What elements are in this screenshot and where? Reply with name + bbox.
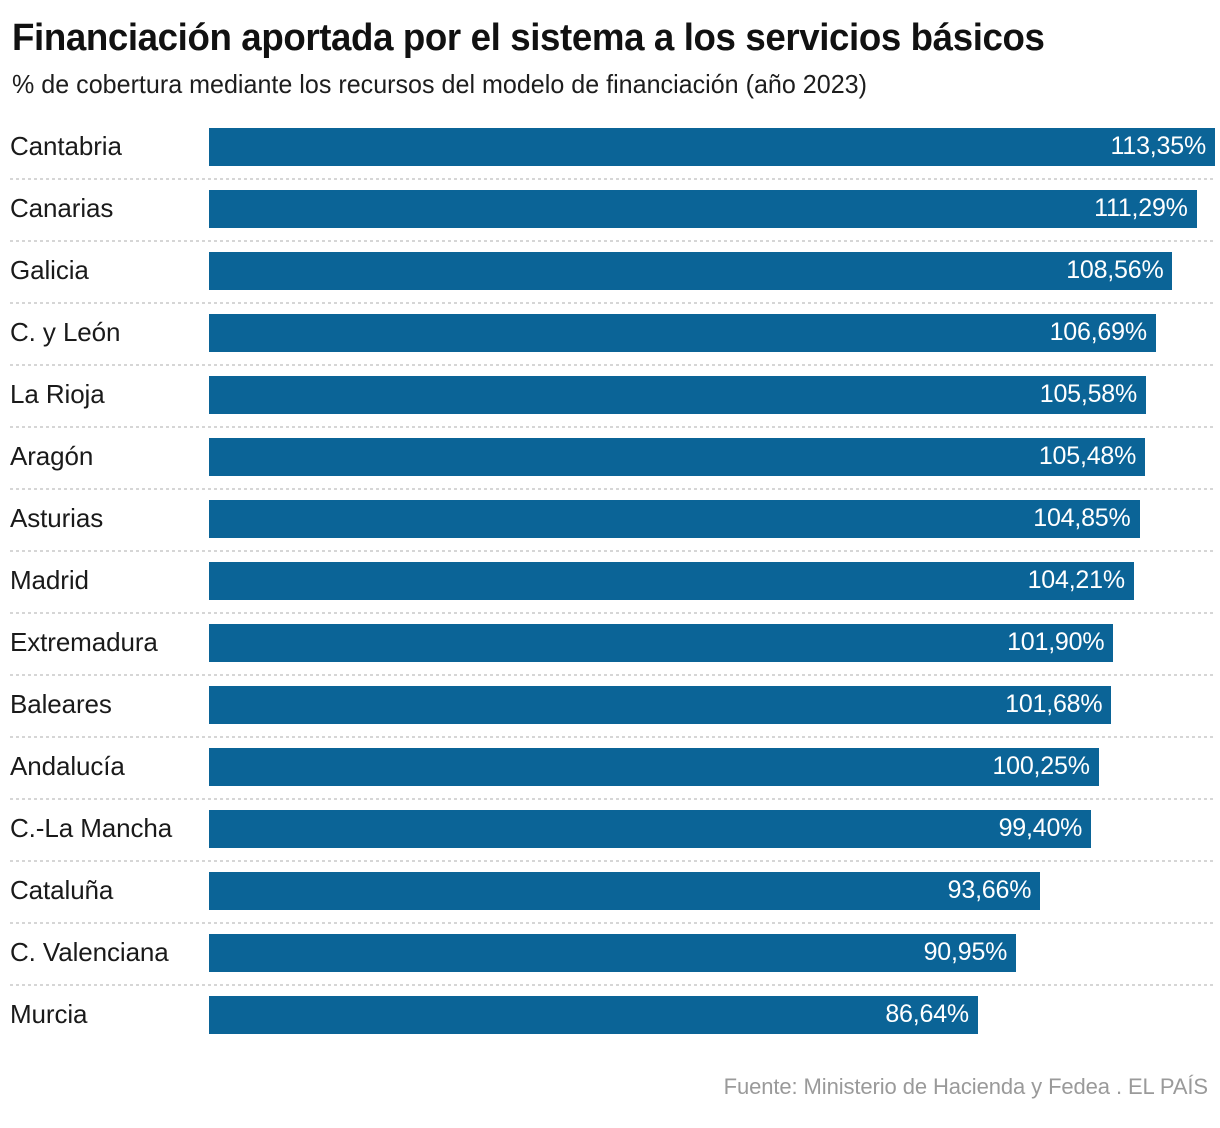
- bar-row-label: Cataluña: [10, 875, 114, 906]
- bar-row: Baleares 101,68%: [0, 673, 1220, 736]
- bar-value-label: 100,25%: [992, 752, 1090, 781]
- bar[interactable]: 101,68%: [209, 685, 1112, 724]
- row-separator: [10, 301, 1215, 304]
- bar-row: Murcia 86,64%: [0, 983, 1220, 1046]
- bar-row: Andalucía 100,25%: [0, 735, 1220, 798]
- row-separator: [10, 921, 1215, 924]
- row-separator: [10, 549, 1215, 552]
- bar-row: Canarias 111,29%: [0, 177, 1220, 240]
- bar-track: 100,25%: [209, 747, 1220, 786]
- bar-value-label: 104,85%: [1033, 504, 1131, 533]
- bar[interactable]: 100,25%: [209, 747, 1099, 786]
- bar-row-label: Baleares: [10, 689, 112, 720]
- row-separator: [10, 487, 1215, 490]
- bar-track: 90,95%: [209, 933, 1220, 972]
- bar-chart-plot: Cantabria 113,35% Canarias 111,29% Galicia 10…: [0, 116, 1220, 1046]
- bar-track: 104,85%: [209, 499, 1220, 538]
- bar-track: 111,29%: [209, 189, 1220, 228]
- bar-track: 86,64%: [209, 995, 1220, 1034]
- bar-row-label: Asturias: [10, 503, 104, 534]
- bar-row: Cantabria 113,35%: [0, 116, 1220, 178]
- row-separator: [10, 611, 1215, 614]
- bar[interactable]: 111,29%: [209, 189, 1197, 228]
- bar[interactable]: 105,48%: [209, 437, 1146, 476]
- bar-row: Galicia 108,56%: [0, 239, 1220, 302]
- bar[interactable]: 104,85%: [209, 499, 1140, 538]
- bar[interactable]: 90,95%: [209, 933, 1017, 972]
- bar-row: Madrid 104,21%: [0, 549, 1220, 612]
- chart-subtitle: % de cobertura mediante los recursos del…: [12, 69, 867, 100]
- bar-row-label: Galicia: [10, 255, 89, 286]
- bar-value-label: 86,64%: [885, 1000, 969, 1029]
- bar-value-label: 104,21%: [1027, 566, 1125, 595]
- bar-row: C.-La Mancha 99,40%: [0, 797, 1220, 860]
- bar-track: 93,66%: [209, 871, 1220, 910]
- bar-value-label: 105,48%: [1038, 442, 1137, 471]
- row-separator: [10, 425, 1215, 428]
- bar-track: 106,69%: [209, 313, 1220, 352]
- bar[interactable]: 86,64%: [209, 995, 978, 1034]
- bar-row: C. Valenciana 90,95%: [0, 921, 1220, 984]
- bar-row-label: Murcia: [10, 999, 88, 1030]
- bar-row-label: C. y León: [10, 317, 121, 348]
- bar-row-label: La Rioja: [10, 379, 105, 410]
- bar-value-label: 113,35%: [1110, 132, 1207, 161]
- row-separator: [10, 797, 1215, 800]
- row-separator: [10, 239, 1215, 242]
- row-separator: [10, 859, 1215, 862]
- bar-track: 101,68%: [209, 685, 1220, 724]
- bar-value-label: 99,40%: [998, 814, 1083, 843]
- bar[interactable]: 99,40%: [209, 809, 1092, 848]
- bar-value-label: 108,56%: [1066, 256, 1164, 285]
- bar-row: Cataluña 93,66%: [0, 859, 1220, 922]
- bar-track: 105,58%: [209, 375, 1220, 414]
- bar-row-label: Andalucía: [10, 751, 125, 782]
- bar[interactable]: 105,58%: [209, 375, 1147, 414]
- bar-value-label: 101,90%: [1007, 628, 1105, 657]
- row-separator: [10, 177, 1215, 180]
- bar-track: 104,21%: [209, 561, 1220, 600]
- bar[interactable]: 106,69%: [209, 313, 1156, 352]
- row-separator: [10, 363, 1215, 366]
- bar-track: 113,35%: [209, 127, 1220, 166]
- row-separator: [10, 735, 1215, 738]
- bar-row: Aragón 105,48%: [0, 425, 1220, 488]
- bar-row-label: Canarias: [10, 193, 114, 224]
- bar-value-label: 106,69%: [1049, 318, 1147, 347]
- bar[interactable]: 108,56%: [209, 251, 1173, 290]
- bar[interactable]: 101,90%: [209, 623, 1114, 662]
- bar-row: Extremadura 101,90%: [0, 611, 1220, 674]
- row-separator: [10, 673, 1215, 676]
- chart-source-note: Fuente: Ministerio de Hacienda y Fedea .…: [723, 1074, 1208, 1099]
- bar-row-label: Extremadura: [10, 627, 158, 658]
- bar-value-label: 111,29%: [1094, 194, 1188, 223]
- bar-row-label: Aragón: [10, 441, 94, 472]
- bar-value-label: 105,58%: [1039, 380, 1138, 409]
- bar-value-label: 90,95%: [923, 938, 1008, 967]
- bar-row: Asturias 104,85%: [0, 487, 1220, 550]
- bar-track: 101,90%: [209, 623, 1220, 662]
- bar-row-label: Cantabria: [10, 131, 122, 162]
- bar-track: 105,48%: [209, 437, 1220, 476]
- bar-row: La Rioja 105,58%: [0, 363, 1220, 426]
- bar[interactable]: 93,66%: [209, 871, 1041, 910]
- bar-track: 108,56%: [209, 251, 1220, 290]
- chart-header: Financiación aportada por el sistema a l…: [0, 0, 1220, 99]
- bar[interactable]: 104,21%: [209, 561, 1134, 600]
- bar[interactable]: 113,35%: [209, 127, 1215, 166]
- bar-row-label: C.-La Mancha: [10, 813, 173, 844]
- bar-track: 99,40%: [209, 809, 1220, 848]
- bar-value-label: 93,66%: [947, 876, 1032, 905]
- bar-row-label: Madrid: [10, 565, 89, 596]
- bar-value-label: 101,68%: [1005, 690, 1103, 719]
- bar-row: C. y León 106,69%: [0, 301, 1220, 364]
- bar-row-label: C. Valenciana: [10, 937, 169, 968]
- row-separator: [10, 983, 1215, 986]
- page-title: Financiación aportada por el sistema a l…: [12, 17, 1045, 59]
